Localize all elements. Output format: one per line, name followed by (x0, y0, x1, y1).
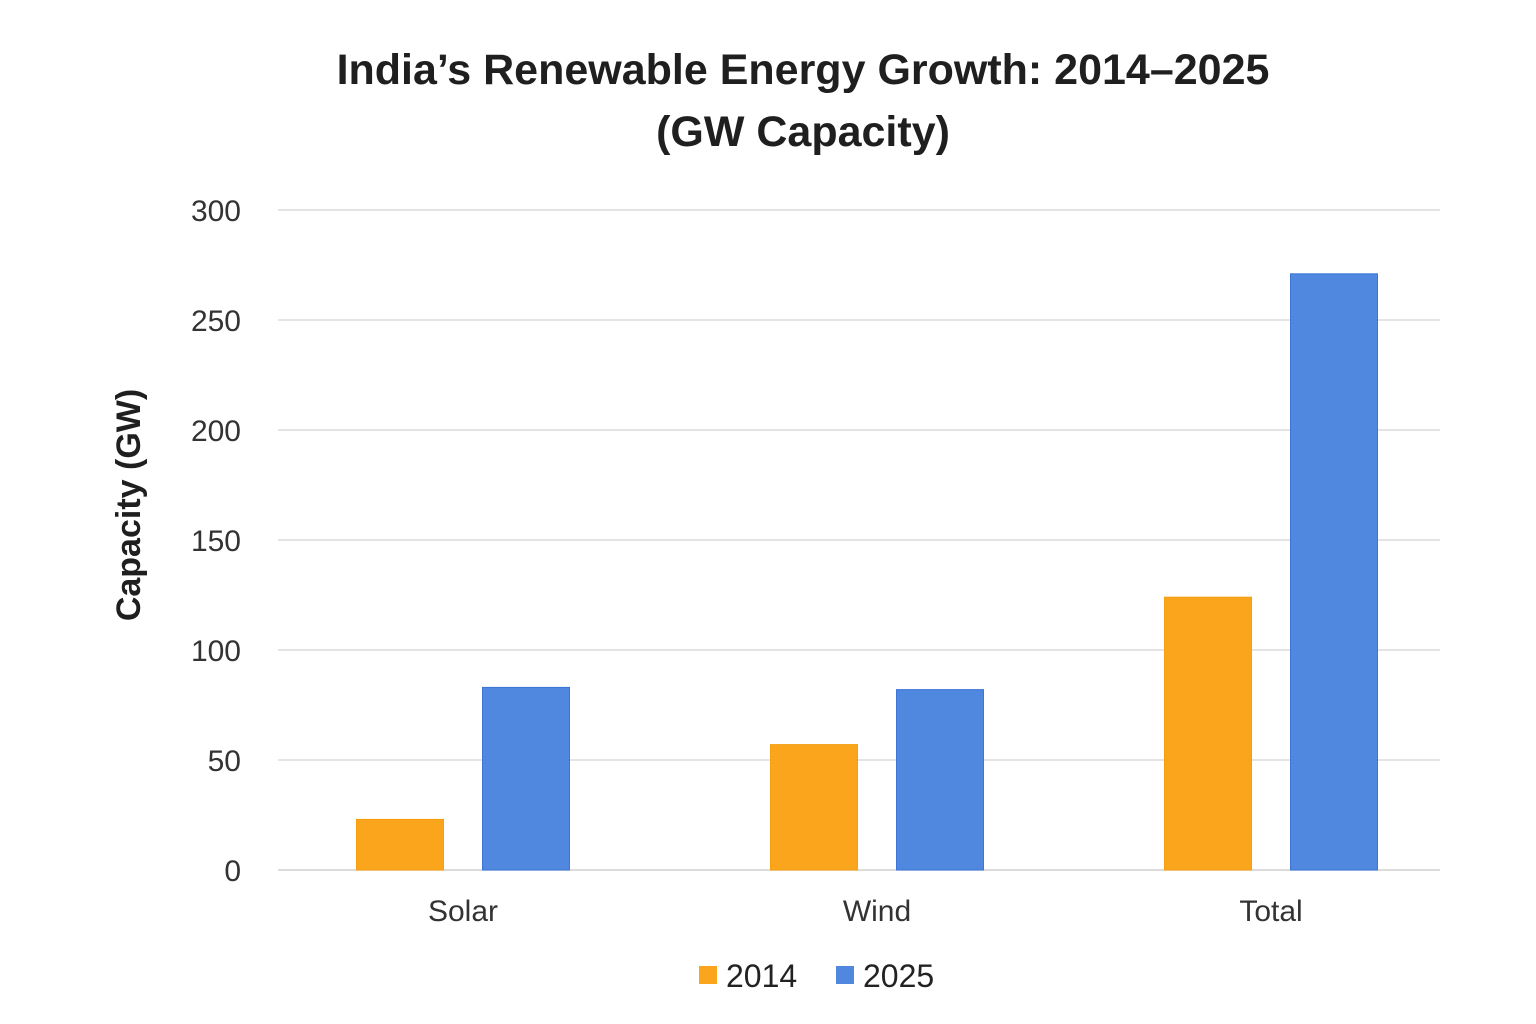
legend: 2014 2025 (699, 958, 934, 994)
y-tick-label: 100 (191, 635, 241, 668)
bar-total-2025 (1290, 273, 1378, 871)
gridlines (278, 209, 1440, 871)
y-tick-label: 250 (191, 305, 241, 338)
legend-label-2014: 2014 (726, 958, 797, 994)
legend-label-2025: 2025 (863, 958, 934, 994)
bar-wind-2025 (896, 689, 984, 871)
y-tick-label: 0 (224, 855, 241, 888)
y-tick-label: 300 (191, 195, 241, 228)
chart-subtitle: (GW Capacity) (656, 108, 950, 156)
bars (356, 273, 1378, 871)
y-tick-label: 50 (208, 745, 241, 778)
bar-total-2014 (1164, 596, 1252, 871)
y-tick-label: 200 (191, 415, 241, 448)
bar-wind-2014 (770, 744, 858, 871)
x-axis-categories: Solar Wind Total (428, 895, 1303, 928)
x-category-label: Total (1239, 895, 1302, 928)
x-category-label: Solar (428, 895, 498, 928)
legend-swatch-2025 (836, 966, 854, 984)
legend-swatch-2014 (699, 966, 717, 984)
y-tick-label: 150 (191, 525, 241, 558)
chart-title: India’s Renewable Energy Growth: 2014–20… (336, 46, 1270, 94)
x-category-label: Wind (843, 895, 911, 928)
bar-solar-2025 (482, 686, 570, 871)
y-axis-label: Capacity (GW) (110, 389, 148, 621)
y-axis-ticks: 0 50 100 150 200 250 300 (191, 195, 241, 888)
bar-solar-2014 (356, 818, 444, 871)
